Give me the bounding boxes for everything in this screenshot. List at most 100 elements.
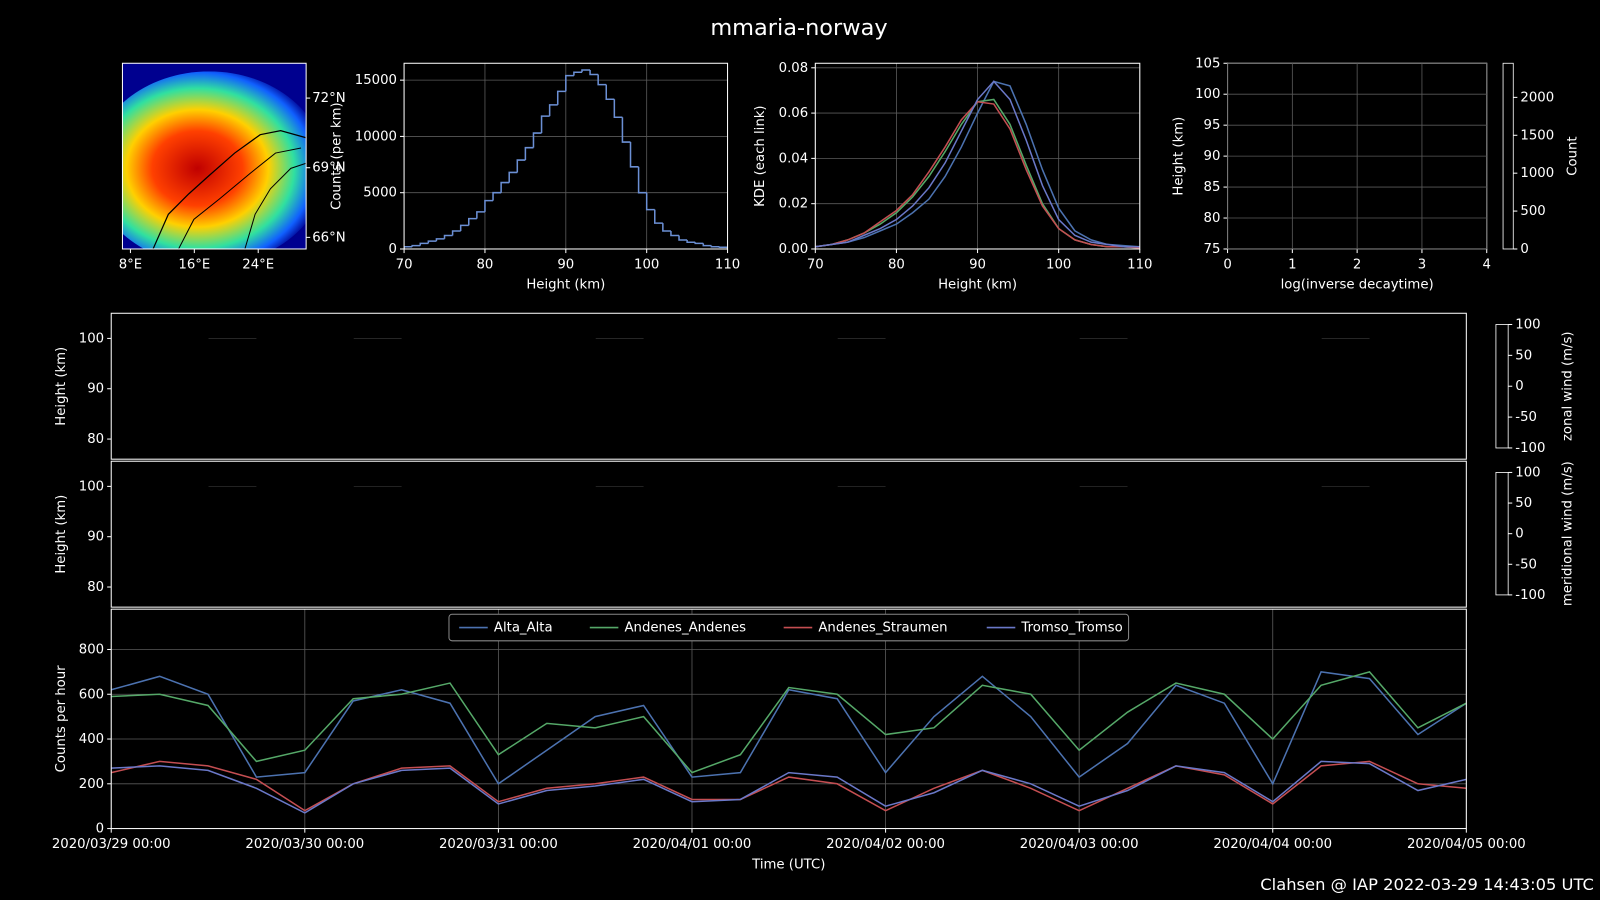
heatmap-cell [1227, 125, 1260, 157]
histogram-bin [524, 146, 534, 161]
heatmap-cell [1272, 461, 1322, 487]
heatmap-cell [1175, 536, 1225, 563]
heatmap-cell [256, 511, 306, 538]
histogram-bin [516, 159, 526, 173]
heatmap-cell [1417, 338, 1467, 365]
heatmap-cell [1389, 156, 1422, 188]
x-tick-label: 1 [1288, 257, 1296, 272]
colorbar-fill [1502, 62, 1514, 250]
heatmap-cell [304, 439, 354, 460]
heatmap-cell [256, 338, 306, 365]
heatmap-cell [256, 363, 306, 390]
plot-area [111, 670, 1467, 814]
heatmap-cell [1421, 218, 1455, 249]
heatmap-cell [788, 486, 838, 513]
heatmap-cell [643, 439, 693, 460]
x-tick-label: 2020/04/02 00:00 [826, 837, 945, 852]
heatmap-cell [1079, 587, 1129, 608]
heatmap-cell [982, 461, 1032, 487]
heatmap-cell [1272, 511, 1322, 538]
heatmap-cell [498, 536, 548, 563]
heatmap-cell [691, 388, 741, 415]
heatmap-cell [256, 561, 306, 588]
heatmap-cell [885, 413, 935, 440]
heatmap-cell [111, 486, 161, 513]
x-tick-label: 70 [396, 257, 413, 272]
heatmap-cell [1357, 218, 1390, 249]
heatmap-cell [304, 313, 354, 339]
colorbar: -100 -50 0 50 100 zonal wind (m/s) [1495, 317, 1575, 456]
heatmap-cell [740, 388, 790, 415]
heatmap-cell [1224, 338, 1274, 365]
heatmap-cell [1421, 94, 1455, 126]
plot-area [111, 461, 1467, 608]
heatmap-cell [885, 486, 935, 513]
heatmap-cell [1079, 338, 1129, 365]
y-tick-label: 90 [1204, 149, 1221, 164]
heatmap-cell [256, 461, 306, 487]
heatmap-cell [933, 486, 983, 513]
x-tick-label: 8°E [119, 257, 142, 272]
heatmap-cell [885, 363, 935, 390]
heatmap-cell [1127, 461, 1177, 487]
heatmap-cell [595, 486, 645, 513]
histogram-bin [670, 230, 680, 237]
heatmap-cell [498, 363, 548, 390]
heatmap-cell [1127, 413, 1177, 440]
x-axis-label: Height (km) [938, 278, 1017, 293]
map-image [92, 63, 307, 249]
colorbar-tick-label: 1000 [1520, 166, 1554, 181]
heatmap-cell [450, 536, 499, 563]
heatmap-cell [933, 388, 983, 415]
heatmap-cell [1321, 536, 1371, 563]
heatmap-cell [498, 338, 548, 365]
heatmap-cell [1175, 561, 1225, 588]
heatmap-cell [450, 587, 499, 608]
y-axis-label: Counts (per km) [330, 102, 345, 210]
heatmap-cell [353, 413, 403, 440]
heatmap-cells [111, 313, 1467, 460]
heatmap-cell [1321, 388, 1371, 415]
histogram-bin [654, 209, 663, 224]
histogram-bin [702, 243, 712, 247]
heatmap-cell [1224, 461, 1274, 487]
heatmap-cell [159, 363, 209, 390]
y-tick-label: 80 [87, 580, 104, 595]
heatmap-cell [1272, 561, 1322, 588]
heatmap-cell [1389, 218, 1422, 249]
heatmap-cell [788, 561, 838, 588]
x-tick-label: 2020/04/01 00:00 [633, 837, 752, 852]
histogram-bin [637, 166, 647, 194]
heatmap-cell [788, 439, 838, 460]
heatmap-cell [691, 511, 741, 538]
x-tick-label: 16°E [178, 257, 210, 272]
heatmap-cell [1417, 461, 1467, 487]
heatmap-cell [1324, 156, 1358, 188]
heatmap-cell [1417, 536, 1467, 563]
heatmap-cell [885, 587, 935, 608]
heatmap-cell [885, 313, 935, 339]
heatmap-cell [1259, 156, 1293, 188]
x-tick-label: 2020/03/29 00:00 [52, 837, 171, 852]
legend-label: Alta_Alta [494, 621, 553, 636]
heatmap-cell [1369, 313, 1419, 339]
heatmap-cell [1324, 218, 1358, 249]
histogram-bin [411, 244, 421, 247]
heatmap-cell [304, 486, 354, 513]
heatmap-cell [111, 461, 161, 487]
heatmap-cell [450, 561, 499, 588]
colorbar-tick-label: 2000 [1520, 90, 1554, 105]
heatmap-cell [1079, 536, 1129, 563]
heatmap-cell [837, 536, 887, 563]
axes-frame [110, 608, 1467, 830]
y-tick-label: 80 [87, 432, 104, 447]
heatmap-cell [159, 439, 209, 460]
heatmap-cell [740, 561, 790, 588]
histogram-bin [419, 242, 429, 246]
heatmap-cell [1417, 486, 1467, 513]
heatmap-cell [304, 536, 354, 563]
y-tick-label: 80 [1204, 211, 1221, 226]
heatmap-cell [1369, 486, 1419, 513]
colorbar-tick-label: 50 [1515, 496, 1532, 511]
heatmap-cell [1369, 439, 1419, 460]
